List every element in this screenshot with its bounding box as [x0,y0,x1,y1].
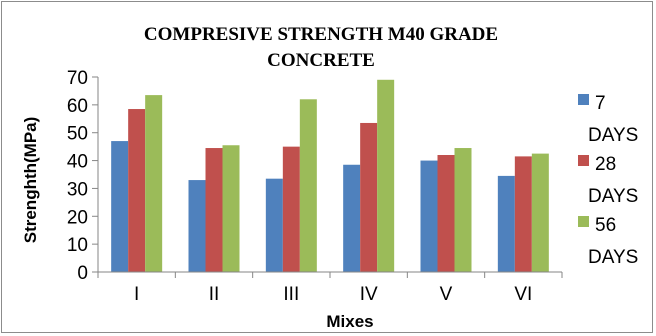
legend-swatch [578,155,589,166]
bar-56-days-i [145,95,163,272]
x-tick-label: VI [514,284,532,305]
bar-7-days-iii [265,178,283,272]
chart-title-line-2: CONCRETE [267,50,375,71]
bar-56-days-ii [222,145,240,272]
legend: 7 DAYS 28 DAYS 56 DAYS [578,93,638,268]
bar-7-days-ii [188,180,206,272]
y-tick-label: 60 [67,96,88,117]
bar-7-days-vi [497,175,515,272]
bar-28-days-ii [205,148,223,272]
bar-7-days-iv [343,164,361,272]
legend-label: DAYS [588,186,638,207]
y-tick-label: 0 [77,263,88,284]
bar-28-days-vi [514,156,532,272]
bar-28-days-iv [360,122,378,272]
bar-28-days-i [128,109,146,273]
legend-swatch [578,216,589,227]
bar-28-days-v [437,155,455,272]
bar-56-days-iv [377,79,395,273]
y-tick-label: 70 [67,68,88,89]
legend-label: DAYS [588,247,638,268]
x-tick-label: IV [360,284,378,305]
bar-7-days-i [111,141,129,272]
x-axis-title: Mixes [326,312,373,331]
y-tick-label: 10 [67,235,88,256]
x-tick-label: II [209,284,220,305]
bar-56-days-iii [299,99,317,273]
y-tick-label: 40 [67,152,88,173]
bars [111,79,549,273]
y-tick-label: 20 [67,207,88,228]
x-tick-label: V [440,284,453,305]
legend-label: DAYS [588,125,638,146]
axes [97,77,562,273]
chart-title: COMPRESIVE STRENGTH M40 GRADE CONCRETE [144,24,498,71]
bar-56-days-v [454,148,472,272]
bar-56-days-vi [531,153,549,272]
legend-label: 56 [595,215,616,236]
x-axis-ticks: I II III IV V VI [97,272,563,305]
chart-title-line-1: COMPRESIVE STRENGTH M40 GRADE [144,24,498,45]
y-tick-label: 50 [67,124,88,145]
legend-label: 28 [595,154,616,175]
x-tick-label: III [283,284,299,305]
legend-label: 7 [595,93,606,114]
y-tick-label: 30 [67,179,88,200]
legend-swatch [578,94,589,105]
x-tick-label: I [134,284,139,305]
bar-28-days-iii [282,146,300,272]
y-axis-ticks: 0 10 20 30 40 50 60 70 [67,68,98,284]
y-axis-title: Strenghth(MPa) [21,117,40,244]
bar-7-days-v [420,160,438,272]
